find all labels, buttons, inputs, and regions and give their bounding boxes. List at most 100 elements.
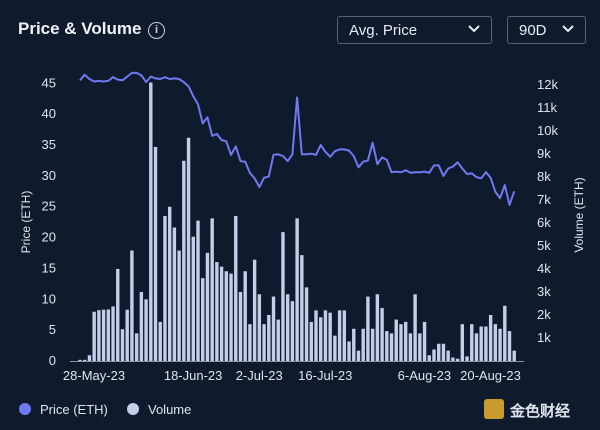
volume-bar: [437, 343, 441, 361]
volume-bar: [186, 137, 191, 361]
y-left-tick-label: 5: [49, 322, 56, 337]
volume-bar: [375, 294, 380, 361]
volume-bar: [144, 299, 148, 361]
x-tick-label: 18-Jun-23: [164, 368, 223, 383]
y-right-tick-label: 11k: [537, 100, 557, 115]
volume-bar: [484, 326, 488, 361]
volume-bar: [356, 350, 361, 361]
volume-bar: [413, 294, 417, 361]
legend-volume-label[interactable]: Volume: [148, 402, 192, 417]
volume-bar: [488, 314, 493, 361]
volume-bar: [92, 311, 96, 361]
chart-title: Price & Volume: [18, 19, 142, 38]
info-icon[interactable]: i: [148, 22, 165, 39]
volume-bar: [295, 218, 299, 361]
volume-bar: [342, 310, 347, 361]
volume-bar: [394, 319, 398, 361]
y-right-tick-label: 10k: [537, 123, 558, 138]
price-line-group: [79, 71, 516, 206]
volume-bar: [149, 82, 153, 361]
volume-bar: [196, 220, 200, 361]
volume-bar: [158, 321, 162, 361]
legend-volume-swatch: [127, 403, 139, 415]
volume-bar: [352, 328, 356, 361]
volume-bar: [205, 252, 210, 361]
volume-bar: [262, 324, 266, 361]
volume-bar: [134, 333, 139, 361]
volume-bar: [229, 273, 233, 361]
y-left-tick-label: 10: [42, 291, 56, 306]
legend-price-label[interactable]: Price (ETH): [40, 402, 108, 417]
y-left-tick-label: 20: [42, 230, 56, 245]
volume-bar: [257, 294, 262, 361]
volume-bar: [139, 291, 144, 361]
watermark: 金色财经: [482, 396, 600, 422]
volume-bar: [427, 355, 431, 361]
legend-price-swatch: [19, 403, 31, 415]
chevron-down-icon: [562, 25, 574, 33]
volume-bar: [215, 262, 219, 361]
watermark-logo-icon: [484, 399, 504, 419]
y-right-tick-label: 1k: [537, 330, 551, 345]
volume-bar: [281, 232, 285, 361]
volume-bar: [470, 324, 474, 361]
y-right-tick-label: 5k: [537, 238, 551, 253]
volume-bar: [300, 255, 304, 361]
volume-bar: [337, 310, 342, 361]
volume-bar: [451, 357, 455, 361]
volume-bar: [177, 250, 181, 361]
volume-bar: [361, 328, 365, 361]
volume-bar: [125, 309, 129, 361]
y-right-tick-label: 4k: [537, 261, 551, 276]
volume-bar: [385, 331, 389, 361]
chevron-down-icon: [468, 25, 480, 33]
metric-dropdown[interactable]: Avg. Price: [337, 16, 492, 44]
y-right-tick-label: 8k: [537, 169, 551, 184]
volume-bar: [432, 349, 436, 361]
volume-bar: [512, 350, 516, 361]
volume-bar: [267, 314, 271, 361]
y-axis-label-right: Volume (ETH): [572, 177, 586, 252]
volume-bar: [418, 333, 422, 361]
x-tick-label: 20-Aug-23: [460, 368, 521, 383]
volume-bar: [153, 146, 158, 361]
volume-bar: [219, 266, 224, 361]
y-right-tick-label: 7k: [537, 192, 551, 207]
volume-bar: [446, 350, 450, 361]
y-right-tick-label: 3k: [537, 284, 551, 299]
volume-bar: [399, 324, 403, 361]
volume-bar: [507, 331, 512, 361]
volume-bar: [408, 333, 413, 361]
y-axis-label-left: Price (ETH): [19, 191, 33, 254]
volume-bar: [248, 324, 252, 361]
volume-bars: [78, 82, 516, 361]
volume-bar: [290, 301, 295, 361]
volume-bar: [172, 227, 177, 361]
volume-bar: [380, 308, 384, 361]
volume-bar: [111, 306, 115, 361]
x-tick-label: 16-Jul-23: [298, 368, 352, 383]
axes: 0 5 10 15 20 25 30 35 40 45 1k 2k 3k 4k 5k 6k 7k 8k 9k 10k 1…: [42, 75, 559, 383]
volume-bar: [493, 324, 498, 361]
y-left-tick-label: 40: [42, 106, 56, 121]
volume-bar: [210, 218, 214, 361]
volume-bar: [116, 268, 120, 361]
volume-bar: [182, 160, 186, 361]
volume-bar: [366, 296, 370, 361]
volume-bar: [101, 309, 106, 361]
x-tick-label: 28-May-23: [63, 368, 125, 383]
volume-bar: [347, 341, 351, 361]
volume-bar: [106, 309, 111, 361]
volume-bar: [498, 328, 502, 361]
volume-bar: [422, 321, 427, 361]
watermark-text: 金色财经: [510, 403, 571, 420]
volume-bar: [87, 355, 92, 361]
volume-bar: [503, 305, 507, 361]
range-dropdown-label: 90D: [519, 22, 547, 39]
volume-bar: [314, 310, 318, 361]
volume-bar: [167, 206, 172, 361]
volume-bar: [163, 216, 167, 361]
range-dropdown[interactable]: 90D: [507, 16, 586, 44]
price-line: [79, 71, 516, 206]
